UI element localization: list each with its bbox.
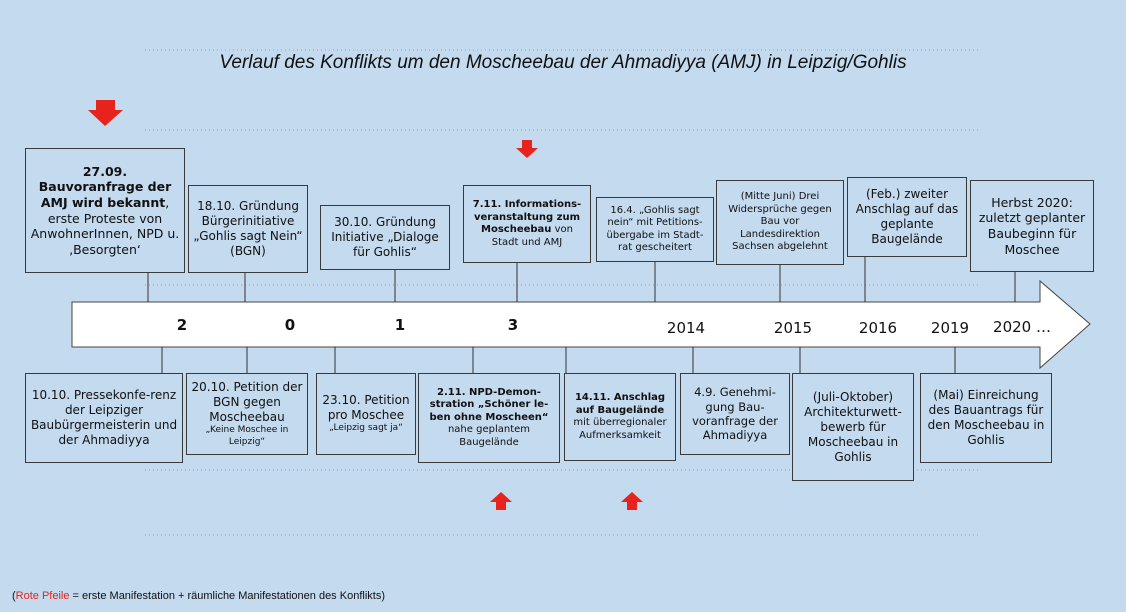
event-text: nahe geplantem Baugelände	[447, 424, 531, 448]
event-box: 14.11. Anschlag auf Baugelände mit überr…	[564, 373, 676, 461]
event-box: 20.10. Petition der BGN gegen Moscheebau…	[186, 373, 308, 455]
event-text: (Feb.) zweiter Anschlag auf das geplante…	[852, 187, 962, 247]
event-bold: 7.11. Informations-veranstaltung zum Mos…	[472, 199, 582, 235]
event-text: 4.9. Genehmi-gung Bau-voranfrage der Ahm…	[685, 385, 785, 443]
connectors	[147, 257, 1016, 373]
axis-label: 2015	[773, 319, 813, 337]
event-text: 14.11. Anschlag auf Baugelände mit überr…	[569, 392, 671, 442]
event-text: 10.10. Pressekonfe-renz der Leipziger Ba…	[30, 388, 178, 447]
event-box: 2.11. NPD-Demon-stration „Schöner le-ben…	[418, 373, 560, 463]
event-text: (Mai) Einreichung des Bauantrags für den…	[927, 388, 1045, 447]
event-box: (Feb.) zweiter Anschlag auf das geplante…	[847, 177, 967, 257]
event-text: (Juli-Oktober) Architekturwett-bewerb fü…	[797, 390, 909, 465]
axis-label: 2019	[930, 319, 970, 337]
red-arrows	[88, 100, 643, 510]
event-text: 20.10. Petition der BGN gegen Moscheebau	[191, 380, 303, 425]
event-box: Herbst 2020: zuletzt geplanter Baubeginn…	[970, 180, 1094, 272]
event-box: 7.11. Informations-veranstaltung zum Mos…	[463, 185, 591, 263]
event-bold: 14.11. Anschlag auf Baugelände	[574, 392, 666, 416]
event-text: 23.10. Petition pro Moschee „Leipzig sagt…	[321, 393, 411, 434]
legend-open: (	[12, 590, 16, 602]
event-text: 20.10. Petition der BGN gegen Moscheebau…	[191, 380, 303, 448]
event-text: von Stadt und AMJ	[491, 224, 573, 248]
event-text: (Juli-Oktober) Architekturwett-bewerb fü…	[804, 389, 902, 464]
axis-label: 1	[394, 316, 406, 334]
event-text: 23.10. Petition pro Moschee	[322, 393, 410, 423]
event-box: 27.09. Bauvoranfrage der AMJ wird bekann…	[25, 148, 185, 273]
event-text: Herbst 2020: zuletzt geplanter Baubeginn…	[978, 194, 1086, 257]
event-text: 18.10. Gründung Bürgerinitiative „Gohlis…	[193, 199, 303, 259]
axis-label: 2	[176, 316, 188, 334]
event-bold: 27.09. Bauvoranfrage der AMJ wird bekann…	[38, 163, 172, 210]
axis-label: 2014	[666, 319, 706, 337]
event-box: (Juli-Oktober) Architekturwett-bewerb fü…	[792, 373, 914, 481]
event-text: (Mai) Einreichung des Bauantrags für den…	[925, 388, 1047, 448]
event-text: 4.9. Genehmi-gung Bau-voranfrage der Ahm…	[692, 385, 778, 443]
event-text: 18.10. Gründung Bürgerinitiative „Gohlis…	[193, 199, 303, 258]
event-text: 30.10. Gründung Initiative „Dialoge für …	[325, 215, 445, 260]
event-box: 30.10. Gründung Initiative „Dialoge für …	[320, 205, 450, 270]
event-text: Herbst 2020: zuletzt geplanter Baubeginn…	[975, 195, 1089, 258]
legend: (Rote Pfeile = erste Manifestation + räu…	[12, 590, 385, 602]
legend-text: = erste Manifestation + räumliche Manife…	[69, 590, 385, 602]
event-text: 16.4. „Gohlis sagt nein“ mit Petitions-ü…	[606, 204, 704, 254]
event-text: 10.10. Pressekonfe-renz der Leipziger Ba…	[30, 388, 178, 448]
event-text: (Mitte Juni) Drei Widersprüche gegen Bau…	[721, 191, 839, 254]
event-text: 27.09. Bauvoranfrage der AMJ wird bekann…	[30, 164, 180, 258]
event-box: 18.10. Gründung Bürgerinitiative „Gohlis…	[188, 185, 308, 273]
axis-label: 2020 …	[993, 318, 1051, 336]
event-small: „Leipzig sagt ja“	[329, 423, 403, 434]
event-box: (Mai) Einreichung des Bauantrags für den…	[920, 373, 1052, 463]
event-text: (Mitte Juni) Drei Widersprüche gegen Bau…	[728, 191, 832, 253]
timeline-arrow	[71, 279, 1091, 370]
axis-label: 0	[284, 316, 296, 334]
axis-label: 3	[507, 316, 519, 334]
event-text: 2.11. NPD-Demon-stration „Schöner le-ben…	[423, 387, 555, 450]
event-text: , erste Proteste von AnwohnerInnen, NPD …	[30, 194, 180, 257]
event-box: 23.10. Petition pro Moschee „Leipzig sagt…	[316, 373, 416, 455]
event-text: 30.10. Gründung Initiative „Dialoge für …	[331, 215, 439, 259]
event-box: 16.4. „Gohlis sagt nein“ mit Petitions-ü…	[596, 197, 714, 262]
title: Verlauf des Konflikts um den Moscheebau …	[219, 52, 907, 73]
event-bold: 2.11. NPD-Demon-stration „Schöner le-ben…	[429, 386, 549, 423]
event-text: 7.11. Informations-veranstaltung zum Mos…	[468, 199, 586, 249]
event-text: mit überregionaler Aufmerksamkeit	[573, 417, 667, 441]
event-text: (Feb.) zweiter Anschlag auf das geplante…	[855, 187, 959, 246]
event-box: (Mitte Juni) Drei Widersprüche gegen Bau…	[716, 180, 844, 265]
event-box: 4.9. Genehmi-gung Bau-voranfrage der Ahm…	[680, 373, 790, 455]
legend-highlight: Rote Pfeile	[15, 590, 70, 602]
event-box: 10.10. Pressekonfe-renz der Leipziger Ba…	[25, 373, 183, 463]
event-text: 16.4. „Gohlis sagt nein“ mit Petitions-ü…	[601, 205, 709, 255]
event-small: „Keine Moschee in Leipzig“	[205, 425, 289, 447]
axis-label: 2016	[858, 319, 898, 337]
